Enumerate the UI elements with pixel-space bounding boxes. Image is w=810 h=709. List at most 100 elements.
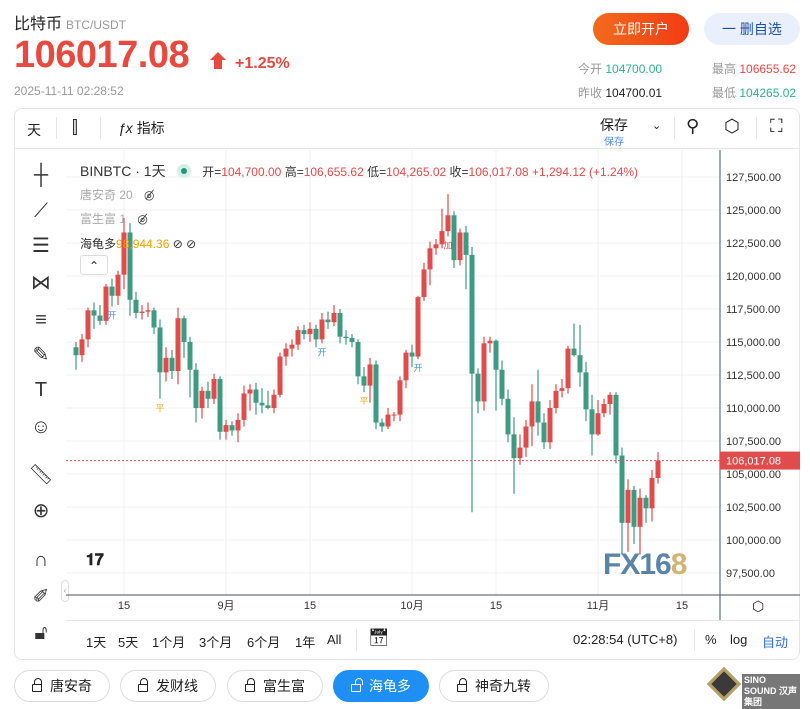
save-button[interactable]: 保存 保存 [600, 115, 628, 148]
stat-low: 最低 104265.02 [712, 84, 796, 101]
emoji-icon[interactable]: ☺ [30, 416, 52, 438]
goto-date-icon[interactable]: 📅︎ [368, 628, 390, 647]
ruler-icon[interactable]: 📏︎ [28, 464, 54, 486]
y-tick-label: 97,500.00 [726, 568, 775, 580]
candle-body [259, 402, 265, 406]
range-1d[interactable]: 1天 [86, 635, 107, 650]
candle-body [229, 425, 235, 431]
candle-body [91, 310, 97, 316]
market-status-icon [176, 164, 191, 178]
fullscreen-icon[interactable]: ⛶ [770, 116, 783, 136]
candle-body [79, 339, 85, 356]
low-label: 低= [367, 165, 387, 179]
log-toggle[interactable]: log [730, 632, 748, 647]
collapse-legend-button[interactable]: ⌃ [80, 255, 108, 275]
y-tick-label: 107,500.00 [726, 436, 781, 448]
trend-line-icon[interactable]: ⟋ [34, 200, 48, 222]
candle-body [529, 401, 535, 427]
range-5d[interactable]: 5天 [118, 635, 139, 650]
candle-body [649, 477, 655, 509]
pill-label: 唐安奇 [50, 678, 92, 694]
indicator-3[interactable]: 海龟多98,944.36 ⊘ ⊘ [80, 235, 196, 252]
candle-body [151, 310, 157, 328]
candle-body [85, 310, 91, 340]
stat-label: 今开 [578, 62, 603, 76]
y-tick-label: 127,500.00 [726, 172, 781, 184]
zoom-in-icon[interactable]: ⊕ [32, 500, 50, 522]
candle-body [565, 348, 571, 389]
candle-body [283, 348, 289, 357]
candle-body [391, 414, 397, 416]
candle-type-icon[interactable]: ⫿ [72, 117, 78, 137]
remove-favorite-button[interactable]: 一 删自选 [704, 13, 800, 45]
clock[interactable]: 02:28:54 (UTC+8) [573, 632, 678, 647]
candle-body [241, 393, 247, 420]
candle-body [577, 355, 583, 373]
quick-search-icon[interactable]: ⚲ [686, 116, 700, 136]
candlestick-chart[interactable]: 127,500.00 125,000.00 122,500.00 120,000.00… [66, 150, 800, 620]
stat-value: 104265.02 [739, 86, 797, 100]
candle-body [277, 356, 283, 395]
settings-icon[interactable]: ⬡ [724, 116, 740, 136]
eye-hidden-icon[interactable]: ◎̸ [144, 188, 155, 202]
candle-body [445, 215, 451, 232]
sinosound-text: SINO SOUND 汉声集团 [742, 674, 800, 709]
candle-body [379, 422, 385, 427]
indicator-1[interactable]: 唐安奇 20 ◎̸ [80, 186, 155, 203]
candle-body [349, 338, 355, 342]
unlock-icon[interactable]: 🔓︎ [34, 622, 48, 644]
pill-shenqijiuzhuan[interactable]: 神奇九转 [439, 670, 549, 702]
candle-body [211, 378, 217, 399]
percent-toggle[interactable]: % [705, 632, 717, 647]
candle-body [439, 231, 445, 245]
interval-select[interactable]: 天 [27, 122, 41, 138]
range-3m[interactable]: 3个月 [199, 635, 233, 650]
eye-hidden-icon[interactable]: ◎̸ [137, 212, 148, 226]
lock-drawing-icon[interactable]: ✐ [32, 586, 50, 608]
fib-icon[interactable]: ≡ [35, 309, 47, 331]
candle-body [415, 297, 421, 357]
candle-body [505, 398, 511, 435]
brush-icon[interactable]: ✎ [32, 344, 50, 366]
range-1m[interactable]: 1个月 [152, 635, 186, 650]
range-all[interactable]: All [327, 632, 342, 647]
horizontal-lines-icon[interactable]: ☰ [32, 235, 50, 257]
indicator-2[interactable]: 富生富 1 ◎̸ [80, 210, 148, 227]
candle-body [403, 352, 409, 381]
axis-settings-icon[interactable]: ⬡ [752, 598, 765, 614]
text-icon[interactable]: T [34, 379, 48, 401]
fx-icon: ƒx [118, 120, 133, 136]
pill-facaixian[interactable]: 发财线 [120, 670, 216, 702]
y-tick-label: 125,000.00 [726, 205, 781, 217]
collapse-toolbar-handle[interactable]: ‹ [61, 580, 69, 602]
open-account-button[interactable]: 立即开户 [593, 13, 689, 45]
x-tick-label: 11月 [587, 600, 609, 612]
candle-body [253, 389, 259, 403]
pill-haiguiduo[interactable]: 海龟多 [333, 670, 429, 702]
divider [100, 117, 101, 139]
signal-marker: 加 [443, 240, 452, 250]
fx168-watermark: FX168 [603, 548, 687, 581]
pill-tanganqi[interactable]: 唐安奇 [14, 670, 110, 702]
high-label: 高= [284, 165, 304, 179]
range-6m[interactable]: 6个月 [247, 635, 281, 650]
candle-body [187, 342, 193, 370]
pill-fushengfu[interactable]: 富生富 [227, 670, 323, 702]
unlock-icon [351, 678, 363, 692]
close-label: 收= [449, 165, 469, 179]
auto-toggle[interactable]: 自动 [762, 635, 789, 650]
pattern-icon[interactable]: ⋈ [31, 272, 51, 294]
magnet-icon[interactable]: ∩ [33, 549, 49, 571]
candle-body [559, 388, 565, 391]
divider [56, 117, 57, 139]
divider [15, 148, 799, 149]
indicators-button[interactable]: ƒx 指标 [118, 118, 165, 138]
candle-body [541, 422, 547, 443]
crosshair-icon[interactable]: ┼ [33, 164, 49, 186]
candle-body [601, 404, 607, 414]
range-1y[interactable]: 1年 [295, 635, 316, 650]
candle-body [625, 489, 631, 523]
candle-body [427, 248, 433, 270]
lock-icon [32, 678, 42, 692]
chevron-down-icon[interactable]: ⌄ [652, 120, 662, 132]
